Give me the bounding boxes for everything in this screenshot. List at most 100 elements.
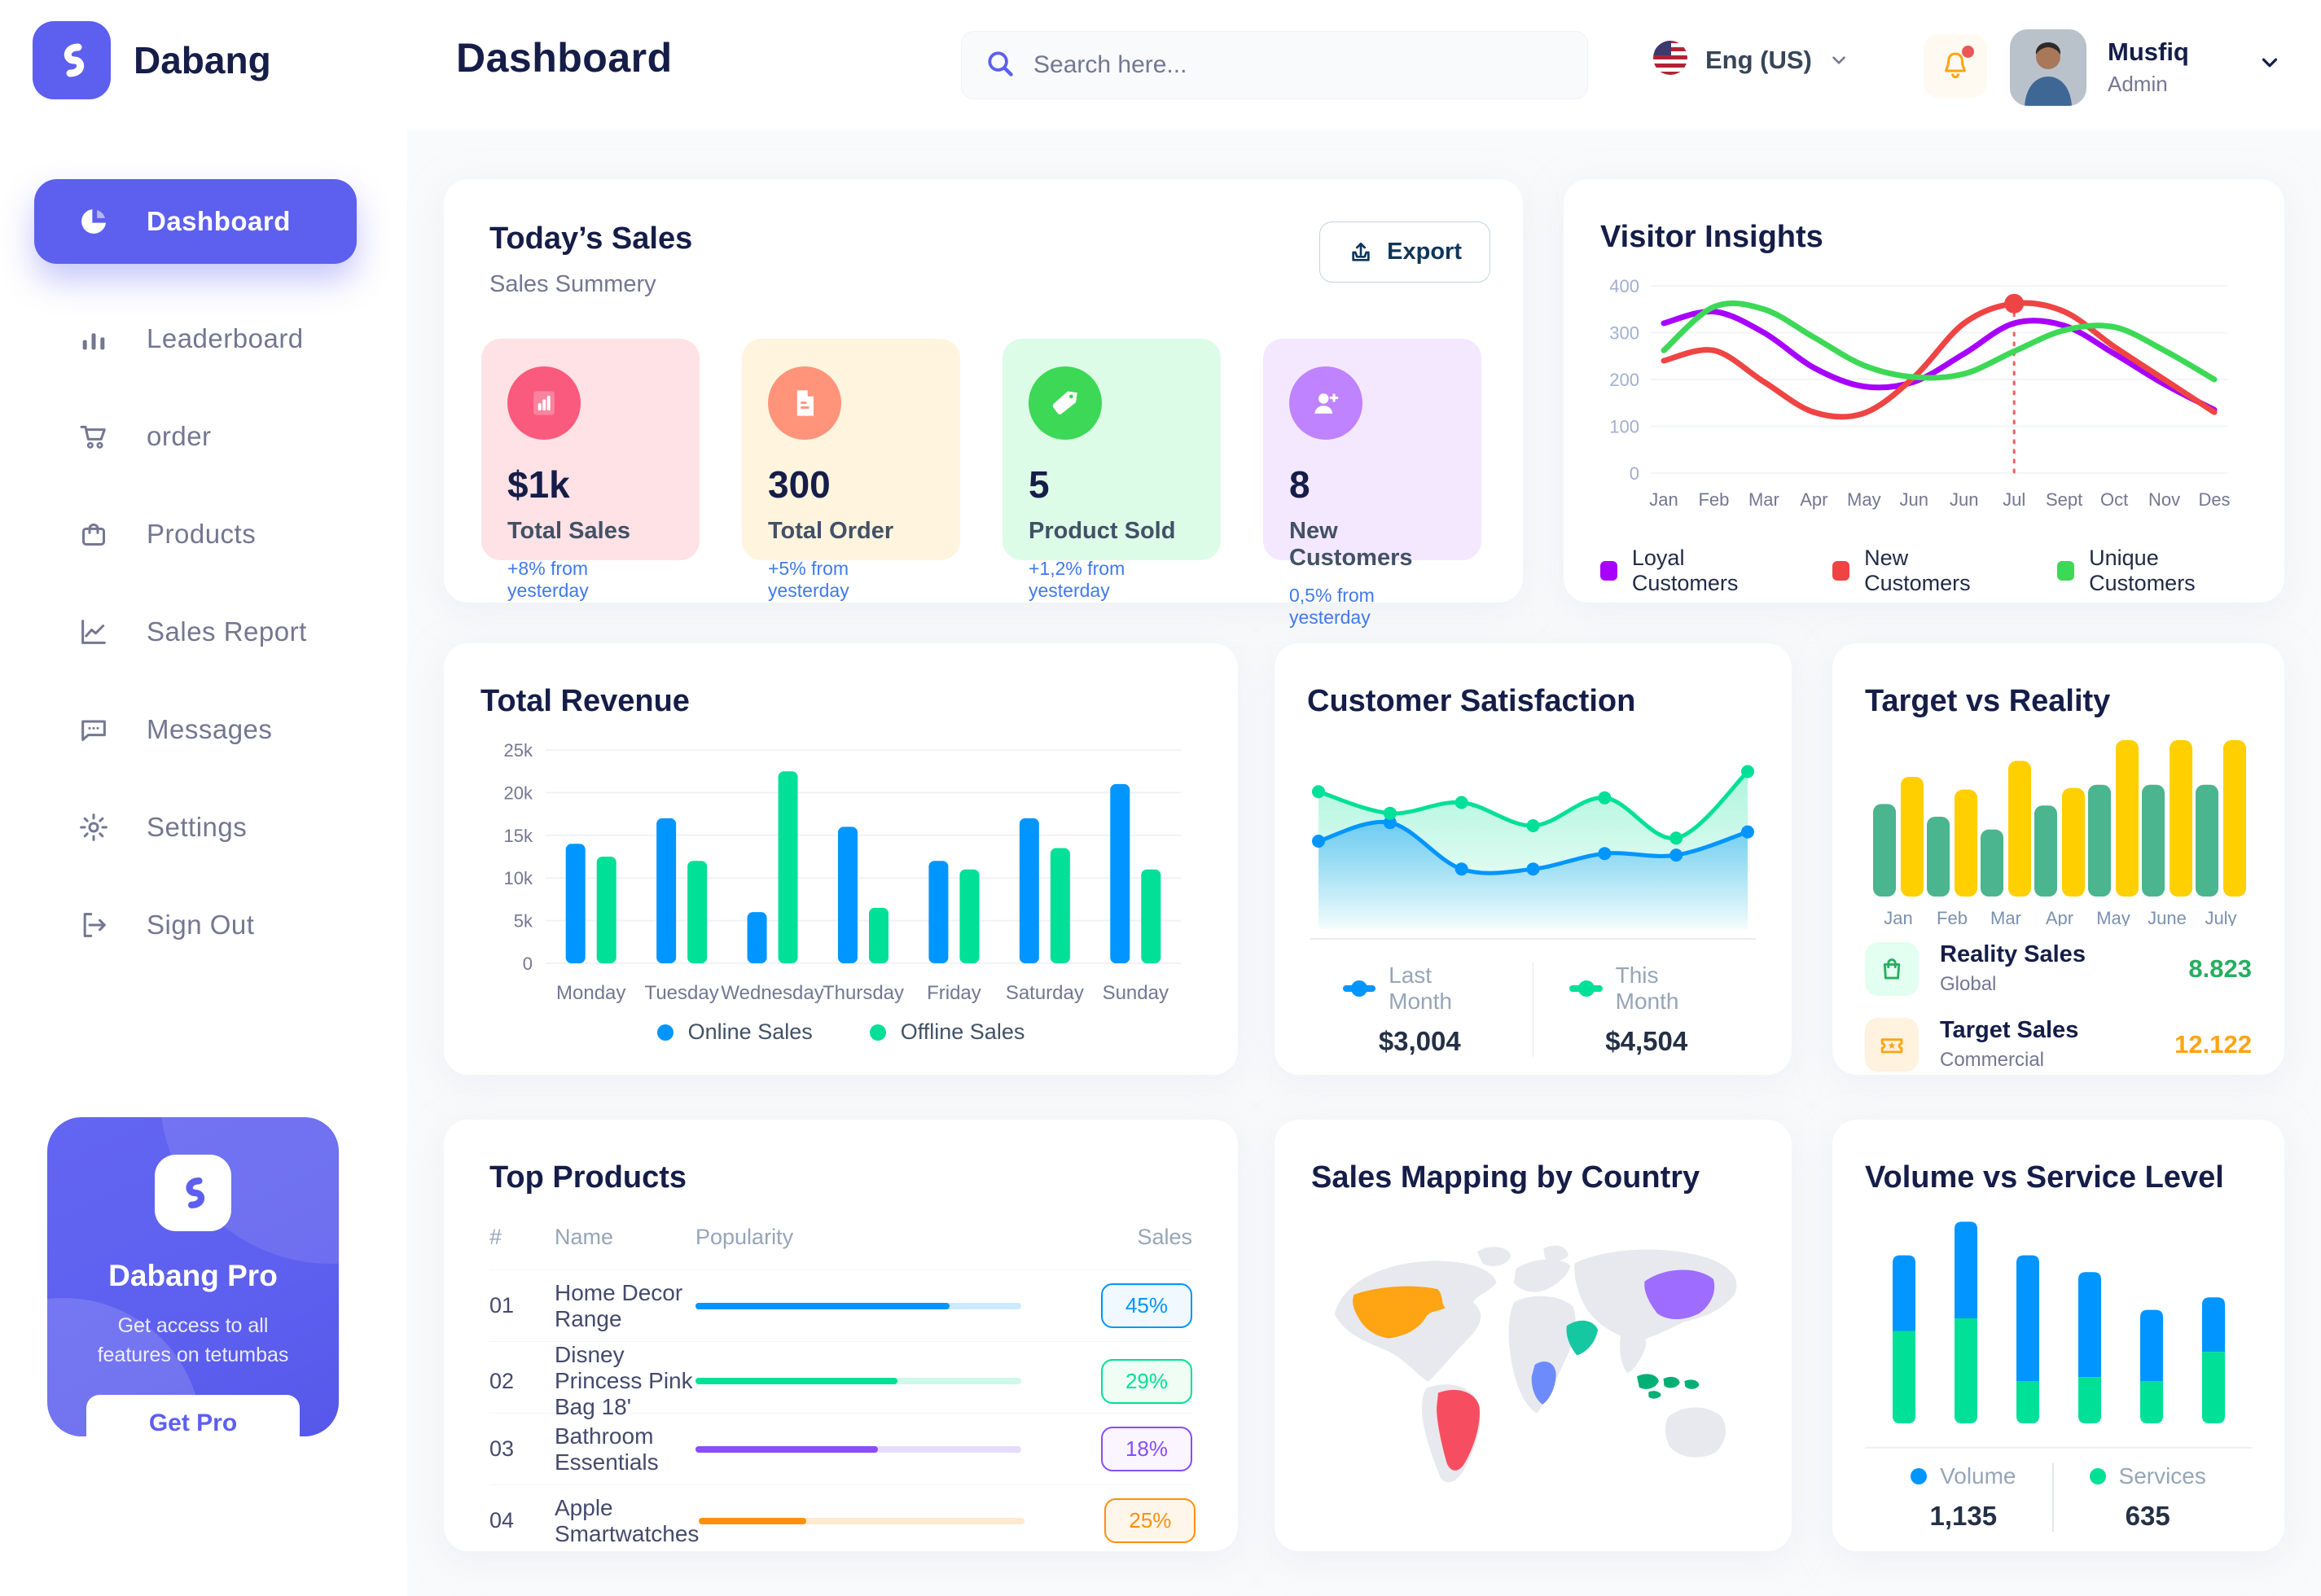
notification-badge: [1962, 46, 1974, 58]
sidebar-item-messages[interactable]: Messages: [34, 687, 357, 772]
brand-name: Dabang: [134, 39, 271, 81]
top-products-title: Top Products: [489, 1160, 687, 1195]
stat-value: 8: [1289, 463, 1310, 506]
stat-cards-row: $1k Total Sales +8% from yesterday 300 Total…: [481, 339, 1481, 628]
svg-text:Jul: Jul: [2003, 489, 2025, 510]
stat-value: $1k: [507, 463, 570, 506]
legend-item-last-month: Last Month $3,004: [1307, 962, 1533, 1057]
legend-subtitle: Global: [1940, 973, 1997, 995]
visitor-insights-card: Visitor Insights 0 100 200 300 400 Jan Feb Mar A…: [1564, 179, 2284, 603]
svg-text:200: 200: [1609, 370, 1639, 390]
ticket-orange-icon: [1865, 1017, 1919, 1072]
svg-text:Thursday: Thursday: [823, 982, 904, 1004]
legend-label: Offline Sales: [900, 1019, 1025, 1044]
total-revenue-chart: 0 5k 10k 15k 20k 25k Monday Tuesday WednesdayThu…: [504, 740, 1181, 1004]
language-label: Eng (US): [1705, 45, 1812, 74]
product-name: Home Decor Range: [555, 1279, 683, 1331]
svg-text:Tuesday: Tuesday: [645, 982, 719, 1004]
map-united-states[interactable]: [1353, 1286, 1446, 1339]
product-name: Disney Princess Pink Bag 18': [555, 1342, 693, 1419]
visitor-insights-chart: 0 100 200 300 400 Jan Feb Mar Apr May Jun Jun Jul Sep…: [1609, 276, 2230, 510]
bag-green-icon: [1865, 941, 1919, 996]
brand-logo-row: Dabang: [33, 21, 271, 99]
column-header-sales: Sales: [1137, 1225, 1192, 1249]
svg-text:May: May: [2096, 908, 2130, 926]
sidebar-item-products[interactable]: Products: [34, 492, 357, 577]
volume-service-legend: Volume 1,135 Services 635: [1865, 1463, 2252, 1532]
sidebar-item-dashboard[interactable]: Dashboard: [34, 179, 357, 264]
page-title: Dashboard: [456, 35, 673, 81]
today-sales-card: Today’s Sales Sales Summery Export $1k To…: [444, 179, 1523, 628]
legend-label: This Month: [1615, 962, 1679, 1014]
legend-item-online-sales: Online Sales: [656, 1019, 813, 1045]
svg-text:Jun: Jun: [1950, 489, 1978, 510]
svg-text:Apr: Apr: [2046, 908, 2073, 926]
svg-text:15k: 15k: [504, 826, 533, 846]
promo-description: Get access to all features on tetumbas: [97, 1314, 289, 1367]
popularity-bar-fill: [695, 1378, 897, 1384]
total-revenue-legend: Online Sales Offline Sales: [480, 1019, 1201, 1045]
legend-name: Reality Sales: [1940, 941, 2086, 967]
map-china[interactable]: [1644, 1269, 1715, 1320]
get-pro-button[interactable]: Get Pro: [86, 1394, 300, 1436]
sales-badge: 45%: [1101, 1283, 1192, 1328]
user-meta: Musfiq Admin: [2108, 37, 2189, 97]
legend-value: 8.823: [2188, 954, 2252, 983]
chevron-down-icon: [1832, 55, 1845, 64]
sidebar: Dabang Dashboard Leaderboard order Products…: [0, 0, 407, 1596]
legend-item-offline-sales: Offline Sales: [869, 1019, 1025, 1045]
legend-item-services: Services 635: [2054, 1463, 2242, 1532]
svg-text:20k: 20k: [504, 783, 533, 803]
language-selector[interactable]: Eng (US): [1652, 39, 1849, 81]
notifications-button[interactable]: [1924, 34, 1987, 98]
stat-trend: +1,2% from yesterday: [1029, 558, 1125, 601]
svg-text:10k: 10k: [504, 868, 533, 888]
customer-satisfaction-legend: Last Month $3,004 This Month $4,504: [1307, 962, 1759, 1057]
legend-label: Services: [2118, 1463, 2206, 1489]
legend-item-this-month: This Month $4,504: [1533, 962, 1759, 1057]
svg-text:May: May: [1847, 489, 1881, 510]
legend-total: 635: [2125, 1501, 2170, 1531]
promo-logo-icon: [155, 1155, 231, 1231]
sidebar-item-sign-out[interactable]: Sign Out: [34, 883, 357, 967]
map-brazil[interactable]: [1437, 1389, 1480, 1471]
sidebar-item-sales-report[interactable]: Sales Report: [34, 590, 357, 674]
stat-card-total-sales: $1k Total Sales +8% from yesterday: [481, 339, 700, 601]
customer-satisfaction-chart: [1310, 765, 1756, 940]
legend-swatch: [1832, 561, 1850, 581]
legend-label: Online Sales: [687, 1019, 813, 1044]
user-menu-chevron-icon[interactable]: [2257, 50, 2282, 79]
sidebar-item-label: Messages: [147, 714, 273, 744]
sales-map-title: Sales Mapping by Country: [1311, 1160, 1700, 1195]
sidebar-item-settings[interactable]: Settings: [34, 785, 357, 870]
svg-text:0: 0: [523, 954, 533, 974]
sales-badge: 18%: [1101, 1427, 1192, 1471]
map-dr-congo[interactable]: [1531, 1361, 1556, 1405]
user-avatar[interactable]: [2010, 29, 2086, 106]
product-number: 01: [489, 1293, 515, 1318]
search-input[interactable]: [1033, 51, 1564, 79]
export-button[interactable]: Export: [1319, 221, 1490, 283]
legend-item-top: Last Month: [1343, 962, 1497, 1015]
legend-total: $3,004: [1378, 1026, 1461, 1056]
svg-text:Nov: Nov: [2148, 489, 2180, 510]
svg-text:Saturday: Saturday: [1006, 982, 1084, 1004]
stat-label: Total Order: [768, 518, 894, 544]
svg-text:Apr: Apr: [1800, 489, 1827, 510]
customer-satisfaction-card: Customer Satisfaction Last Month $3,004 Th…: [1275, 643, 1792, 1075]
svg-text:Jun: Jun: [1900, 489, 1928, 510]
user-name: Musfiq: [2108, 37, 2189, 66]
svg-text:Monday: Monday: [556, 982, 625, 1004]
brand-logo-icon: [33, 21, 111, 99]
stat-trend: 0,5% from yesterday: [1289, 585, 1375, 628]
product-number: 04: [489, 1508, 515, 1532]
total-revenue-card: Total Revenue 0 5k 10k 15k 20k 25k Monday Tuesd…: [444, 643, 1238, 1075]
bag-icon: [77, 517, 111, 551]
sidebar-item-order[interactable]: order: [34, 394, 357, 479]
target-vs-reality-chart: Jan Feb Mar Apr May June July: [1873, 739, 2246, 928]
popularity-bar: [699, 1517, 1025, 1524]
sidebar-item-leaderboard[interactable]: Leaderboard: [34, 296, 357, 381]
map-indonesia[interactable]: [1636, 1374, 1700, 1399]
popularity-bar: [695, 1378, 1021, 1384]
map-saudi-arabia[interactable]: [1566, 1320, 1599, 1356]
